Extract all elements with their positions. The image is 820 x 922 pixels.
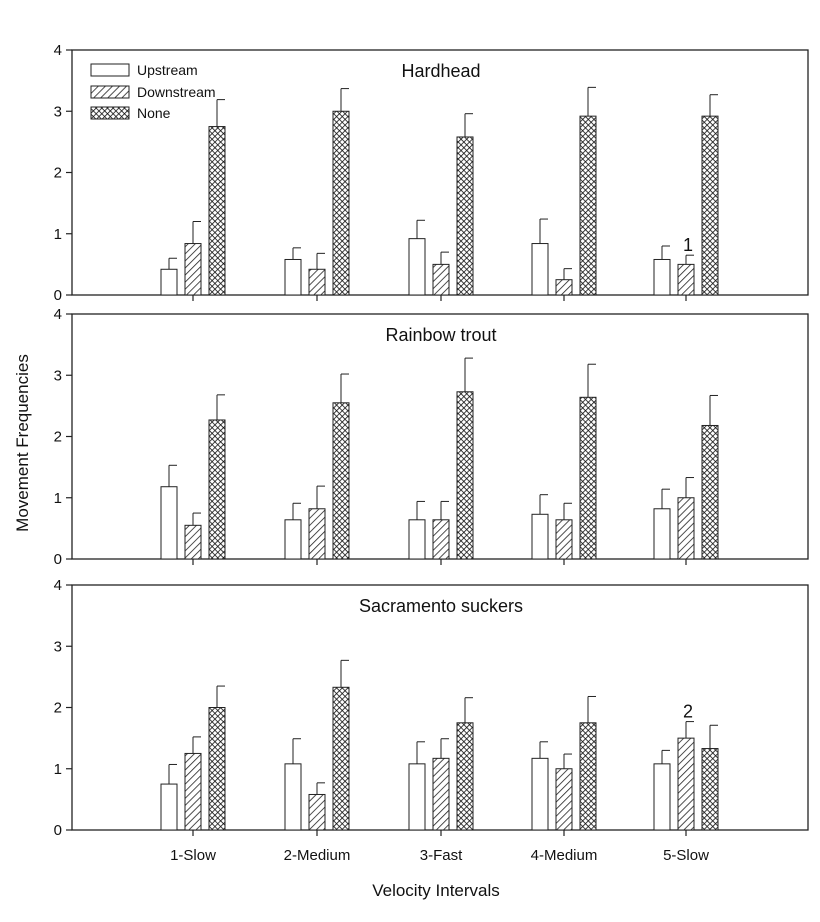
bar-sacramento-suckers-none-3-fast [456, 722, 474, 831]
bar-sacramento-suckers-none-1-slow [208, 707, 226, 831]
bar-sacramento-suckers-downstream-4-medium [555, 768, 573, 831]
bar-sacramento-suckers-downstream-2-medium [308, 793, 326, 831]
y-tick-label: 4 [54, 306, 62, 323]
bar-hardhead-downstream-4-medium [555, 279, 573, 296]
y-tick-label: 1 [54, 226, 62, 243]
annotation-1: 1 [683, 235, 693, 255]
legend: Upstream Downstream None [90, 62, 216, 121]
y-tick-label: 2 [54, 165, 62, 182]
bar-rainbow-trout-none-1-slow [208, 419, 226, 560]
bar-sacramento-suckers-none-4-medium [579, 722, 597, 831]
legend-swatch-downstream [90, 85, 130, 99]
bar-hardhead-downstream-5-slow [677, 263, 695, 296]
bar-rainbow-trout-upstream-2-medium [284, 519, 302, 560]
y-axis-title: Movement Frequencies [13, 354, 32, 532]
panel-title-sacramento-suckers: Sacramento suckers [359, 596, 523, 616]
bar-hardhead-upstream-3-fast [408, 238, 426, 296]
x-axis-title: Velocity Intervals [372, 881, 500, 900]
legend-label-downstream: Downstream [137, 84, 216, 100]
bar-rainbow-trout-downstream-2-medium [308, 508, 326, 560]
panel-rainbow-trout: 0 1 2 3 4 Rainbow trout [54, 306, 809, 568]
bar-hardhead-none-4-medium [579, 115, 597, 296]
bar-rainbow-trout-none-2-medium [332, 402, 350, 560]
bar-hardhead-upstream-5-slow [653, 258, 671, 296]
bar-hardhead-upstream-4-medium [531, 243, 549, 296]
bar-sacramento-suckers-upstream-4-medium [531, 757, 549, 831]
bar-rainbow-trout-upstream-4-medium [531, 513, 549, 560]
bar-hardhead-none-5-slow [701, 115, 719, 296]
bar-hardhead-upstream-1-slow [160, 268, 178, 296]
bar-hardhead-none-2-medium [332, 110, 350, 296]
bar-sacramento-suckers-downstream-3-fast [432, 757, 450, 831]
x-tick-label-2-medium: 2-Medium [284, 847, 351, 864]
bar-hardhead-downstream-2-medium [308, 268, 326, 296]
y-tick-label: 2 [54, 700, 62, 717]
bar-rainbow-trout-upstream-5-slow [653, 508, 671, 560]
bar-sacramento-suckers-none-2-medium [332, 686, 350, 831]
bar-rainbow-trout-upstream-1-slow [160, 486, 178, 560]
bar-rainbow-trout-none-3-fast [456, 391, 474, 560]
y-tick-label: 4 [54, 42, 62, 59]
y-tick-label: 3 [54, 367, 62, 384]
bar-rainbow-trout-none-4-medium [579, 396, 597, 560]
x-tick-label-5-slow: 5-Slow [663, 847, 709, 864]
panel-sacramento-suckers: 0 1 2 3 4 Sacramento suckers 2 [54, 577, 809, 839]
bar-hardhead-upstream-2-medium [284, 258, 302, 296]
x-tick-label-1-slow: 1-Slow [170, 847, 216, 864]
panel-title-hardhead: Hardhead [401, 61, 480, 81]
bar-rainbow-trout-none-5-slow [701, 424, 719, 560]
y-tick-label: 1 [54, 490, 62, 507]
legend-swatch-none [90, 106, 130, 120]
panel-title-rainbow-trout: Rainbow trout [385, 325, 496, 345]
bar-rainbow-trout-downstream-5-slow [677, 497, 695, 560]
bar-rainbow-trout-downstream-4-medium [555, 519, 573, 560]
y-tick-label: 2 [54, 429, 62, 446]
legend-label-upstream: Upstream [137, 62, 198, 78]
x-tick-label-4-medium: 4-Medium [531, 847, 598, 864]
bar-sacramento-suckers-downstream-1-slow [184, 752, 202, 831]
y-tick-label: 4 [54, 577, 62, 594]
y-tick-label: 0 [54, 822, 62, 839]
bar-rainbow-trout-upstream-3-fast [408, 519, 426, 560]
annotation-2: 2 [683, 702, 693, 722]
bar-rainbow-trout-downstream-3-fast [432, 519, 450, 560]
bar-sacramento-suckers-upstream-5-slow [653, 763, 671, 831]
legend-label-none: None [137, 105, 171, 121]
bar-sacramento-suckers-downstream-5-slow [677, 737, 695, 831]
bar-hardhead-downstream-3-fast [432, 263, 450, 296]
bar-sacramento-suckers-upstream-1-slow [160, 783, 178, 831]
y-tick-label: 3 [54, 638, 62, 655]
y-tick-label: 1 [54, 761, 62, 778]
plot-root: 0 1 2 3 4 Hardhead 1 0 1 2 3 4 Rainbow trout 0 1 2 3 4 Sac… [54, 42, 809, 864]
y-tick-label: 3 [54, 103, 62, 120]
panel-hardhead: 0 1 2 3 4 Hardhead 1 [54, 42, 809, 304]
bar-hardhead-none-1-slow [208, 126, 226, 296]
bar-sacramento-suckers-upstream-3-fast [408, 763, 426, 831]
bar-rainbow-trout-downstream-1-slow [184, 524, 202, 560]
x-tick-label-3-fast: 3-Fast [420, 847, 463, 864]
y-tick-label: 0 [54, 287, 62, 304]
bar-hardhead-none-3-fast [456, 136, 474, 296]
bar-sacramento-suckers-none-5-slow [701, 748, 719, 831]
legend-swatch-upstream [90, 63, 130, 77]
y-tick-label: 0 [54, 551, 62, 568]
bar-sacramento-suckers-upstream-2-medium [284, 763, 302, 831]
bar-hardhead-downstream-1-slow [184, 243, 202, 296]
